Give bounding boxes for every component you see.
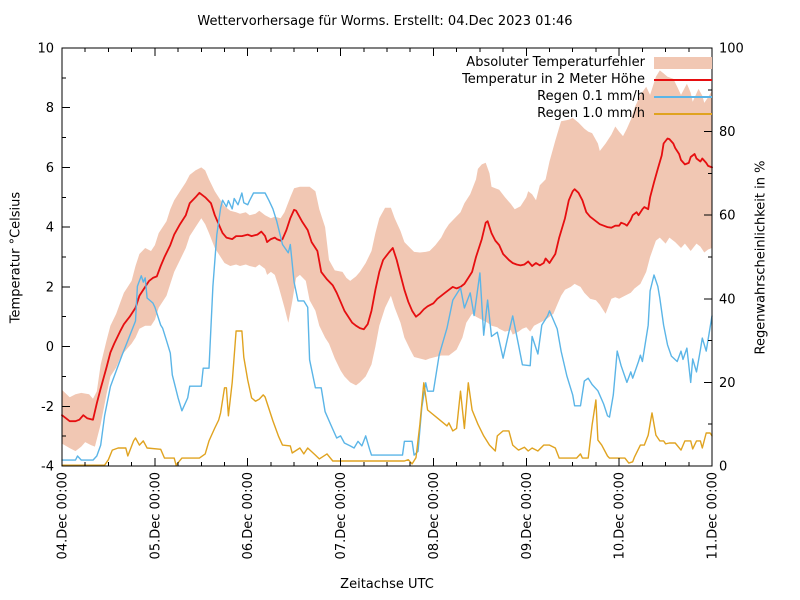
legend-line-swatch <box>654 78 712 81</box>
y-axis-tick-label: 8 <box>46 101 54 116</box>
series-line-temperature <box>61 137 713 423</box>
y-axis-tick-label: 10 <box>37 42 54 57</box>
chart-title: Wettervorhersage für Worms. Erstellt: 04… <box>197 14 573 29</box>
y2-axis-tick-label: 20 <box>719 376 736 391</box>
x-axis-tick-label: 05.Dec 00:00 <box>148 472 163 559</box>
y-axis-tick-label: 6 <box>46 161 54 176</box>
x-axis-tick-label: 10.Dec 00:00 <box>613 472 628 559</box>
y-axis-tick-label: -4 <box>41 460 54 475</box>
legend-line-swatch <box>654 112 712 115</box>
legend-item: Absoluter Temperaturfehler <box>462 54 712 71</box>
y2-axis-label-rain-probability: Regenwahrscheinlichkeit in % <box>753 160 769 355</box>
y2-axis-tick-label: 40 <box>719 292 736 307</box>
x-axis-tick-label: 11.Dec 00:00 <box>706 472 721 559</box>
y-axis-tick-label: -2 <box>41 400 54 415</box>
x-axis-tick-label: 08.Dec 00:00 <box>427 472 442 559</box>
legend-item-label: Absoluter Temperaturfehler <box>466 55 645 70</box>
series-line-rain01 <box>61 192 713 461</box>
legend-item-label: Regen 1.0 mm/h <box>537 106 645 121</box>
legend: Absoluter Temperaturfehler Temperatur in … <box>462 54 712 122</box>
x-axis-tick-label: 07.Dec 00:00 <box>334 472 349 559</box>
legend-item: Regen 0.1 mm/h <box>462 88 712 105</box>
x-axis-label-time: Zeitachse UTC <box>340 577 434 592</box>
y-axis-tick-label: 0 <box>46 340 54 355</box>
legend-band-swatch <box>654 56 712 69</box>
series-line-rain10 <box>61 330 713 466</box>
y-axis-tick-label: 4 <box>46 221 54 236</box>
y2-axis-tick-label: 100 <box>719 42 744 57</box>
legend-item: Temperatur in 2 Meter Höhe <box>462 71 712 88</box>
y2-axis-tick-label: 0 <box>719 460 727 475</box>
legend-item: Regen 1.0 mm/h <box>462 105 712 122</box>
x-axis-tick-label: 09.Dec 00:00 <box>520 472 535 559</box>
y2-axis-tick-label: 80 <box>719 125 736 140</box>
y-axis-tick-label: 2 <box>46 280 54 295</box>
error-band-area <box>62 70 712 452</box>
x-axis-tick-label: 06.Dec 00:00 <box>241 472 256 559</box>
x-axis-tick-label: 04.Dec 00:00 <box>56 472 71 559</box>
legend-item-label: Regen 0.1 mm/h <box>537 89 645 104</box>
y-axis-label-temperature: Temperatur °Celsius <box>8 191 24 324</box>
legend-line-swatch <box>654 95 712 98</box>
y2-axis-tick-label: 60 <box>719 209 736 224</box>
legend-item-label: Temperatur in 2 Meter Höhe <box>462 72 645 87</box>
